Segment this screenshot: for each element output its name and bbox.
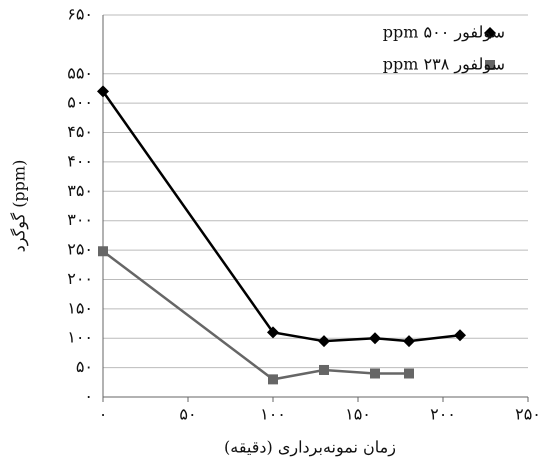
y-tick-label: ۶۵۰ xyxy=(67,5,93,24)
y-tick-label: ۱۰۰ xyxy=(67,328,93,347)
y-tick-label: ۱۵۰ xyxy=(67,298,93,317)
legend-marker xyxy=(484,27,496,39)
x-tick-label: ۲۵۰ xyxy=(515,405,541,424)
marker xyxy=(319,364,329,375)
marker xyxy=(98,246,108,257)
y-tick-label: ۳۵۰ xyxy=(67,181,93,200)
x-tick-label: ۵۰ xyxy=(179,405,196,424)
marker xyxy=(404,368,414,379)
y-tick-label: ۲۵۰ xyxy=(67,240,93,259)
marker xyxy=(267,326,279,339)
x-tick-label: ۰ xyxy=(99,405,108,424)
x-tick-label: ۱۵۰ xyxy=(345,405,371,424)
legend-marker xyxy=(485,60,495,70)
marker xyxy=(97,85,109,98)
marker xyxy=(318,335,330,348)
y-tick-label: ۵۰ xyxy=(76,357,93,376)
y-tick-label: ۲۰۰ xyxy=(67,269,93,288)
series-line xyxy=(102,250,409,381)
series-line xyxy=(101,90,461,343)
y-tick-label: ۵۵۰ xyxy=(67,63,93,82)
y-tick-label: ۳۰۰ xyxy=(67,210,93,229)
marker xyxy=(454,329,466,342)
legend-label: سولفور ۲۳۸ ppm xyxy=(383,55,505,74)
legend-label: سولفور ۵۰۰ ppm xyxy=(383,23,505,42)
marker xyxy=(403,335,415,348)
x-tick-label: ۱۰۰ xyxy=(260,405,286,424)
x-axis-label: زمان نمونه‌برداری (دقیقه) xyxy=(224,438,396,457)
marker xyxy=(370,368,380,379)
y-tick-label: ۵۰۰ xyxy=(67,93,93,112)
y-axis-label: گوگرد (ppm) xyxy=(10,160,29,253)
x-tick-label: ۲۰۰ xyxy=(430,405,456,424)
marker xyxy=(369,332,381,345)
marker xyxy=(268,374,278,385)
y-tick-label: ۴۵۰ xyxy=(67,122,93,141)
y-tick-label: ۴۰۰ xyxy=(67,151,93,170)
y-tick-label: ۰ xyxy=(84,387,93,406)
